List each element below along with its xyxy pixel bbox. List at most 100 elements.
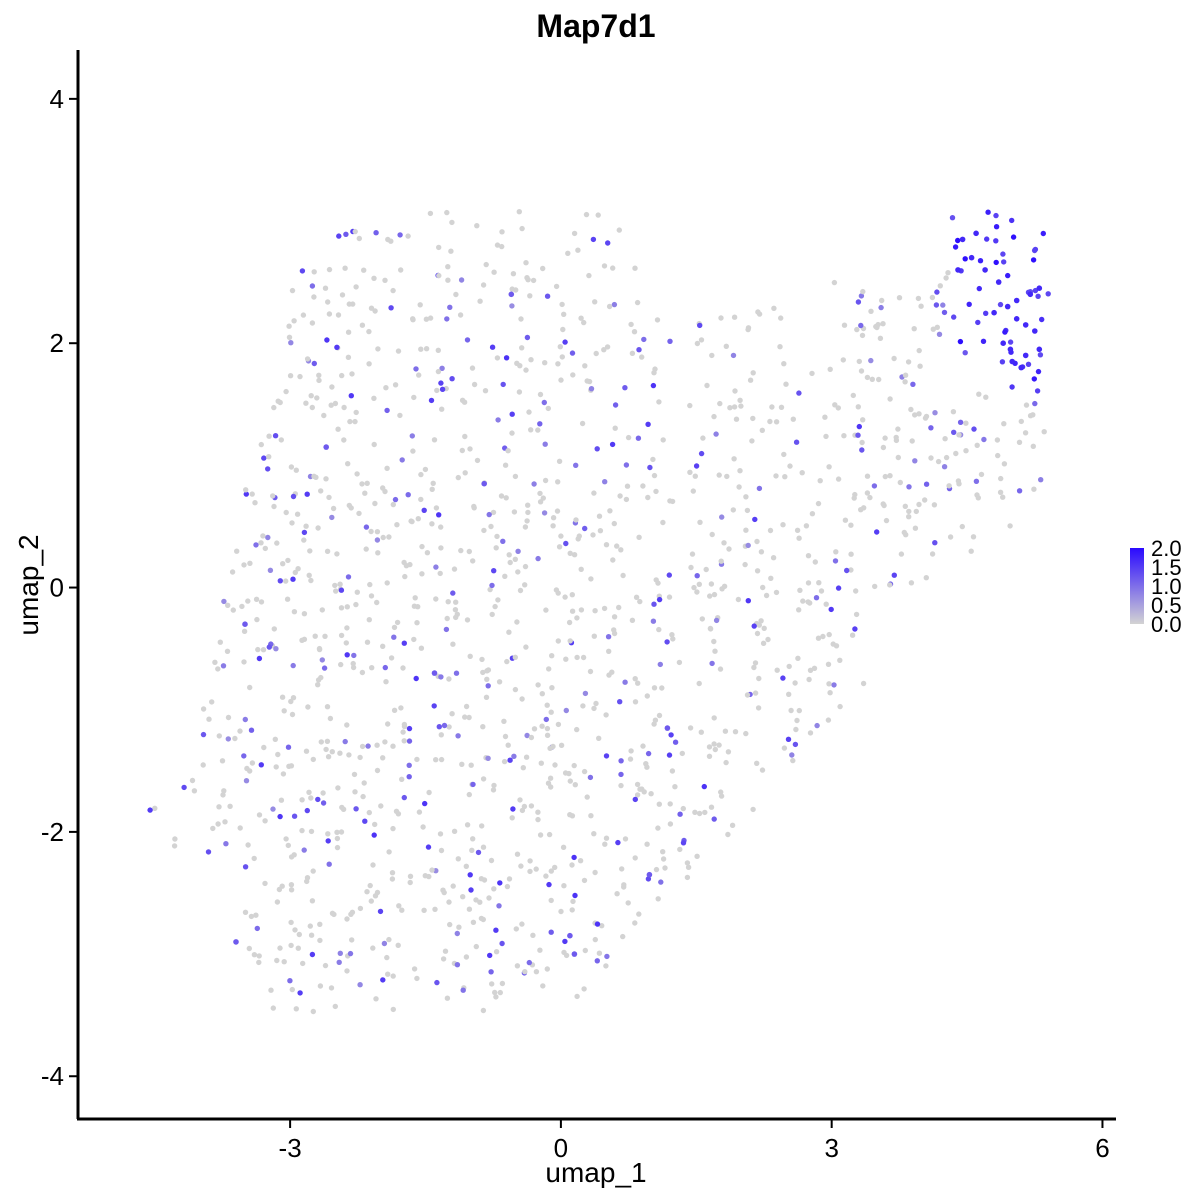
cell-point	[328, 402, 334, 408]
cell-point	[618, 758, 624, 764]
cell-point	[752, 516, 758, 523]
cell-point	[224, 648, 231, 654]
cell-point-high	[233, 939, 239, 945]
cell-point	[514, 619, 520, 625]
cell-point	[858, 293, 865, 299]
cell-point	[592, 608, 598, 614]
cell-point	[468, 762, 474, 768]
cell-point	[755, 309, 761, 315]
cell-point	[274, 957, 280, 964]
cell-point	[438, 545, 444, 551]
cell-point	[262, 880, 268, 887]
cell-point	[527, 293, 533, 299]
cell-point	[371, 275, 377, 281]
cell-point	[383, 385, 389, 391]
cell-point	[694, 853, 700, 859]
cell-point	[966, 301, 972, 307]
cell-point-high	[1022, 322, 1029, 328]
cell-point	[315, 796, 321, 803]
cell-point	[519, 696, 525, 702]
cell-point	[799, 470, 805, 476]
cell-point	[692, 473, 698, 479]
cell-point	[411, 603, 418, 609]
cell-point	[774, 667, 780, 673]
cell-point	[759, 767, 766, 773]
cell-point	[296, 931, 302, 938]
cell-point-high	[508, 291, 515, 298]
cell-point	[571, 230, 578, 237]
cell-point	[381, 940, 388, 947]
cell-point	[548, 709, 554, 715]
cell-point	[338, 605, 345, 611]
cell-point	[578, 315, 584, 321]
cell-point	[528, 427, 534, 433]
cell-point	[319, 657, 325, 663]
cell-point	[291, 609, 298, 615]
cell-point	[841, 433, 847, 439]
cell-point	[456, 924, 462, 930]
cell-point	[533, 969, 540, 975]
cell-point	[474, 223, 480, 229]
cell-point-high	[1027, 291, 1034, 298]
cell-point	[751, 623, 757, 629]
cell-point	[230, 607, 236, 613]
cell-point	[510, 806, 516, 812]
cell-point	[491, 886, 497, 892]
cell-point	[580, 654, 587, 661]
cell-point	[571, 854, 577, 861]
cell-point	[332, 1003, 338, 1010]
cell-point	[292, 927, 298, 933]
cell-point	[561, 311, 567, 317]
cell-point	[567, 812, 573, 818]
cell-point	[402, 573, 408, 580]
cell-point	[754, 630, 761, 637]
cell-point	[318, 739, 324, 745]
cell-point	[685, 864, 692, 870]
cell-point	[618, 771, 624, 778]
cell-point	[380, 977, 386, 983]
cell-point	[1016, 488, 1023, 494]
cell-point	[786, 691, 792, 697]
cell-point	[436, 272, 442, 279]
cell-point	[976, 285, 982, 292]
cell-point	[325, 754, 332, 760]
cell-point	[555, 638, 561, 644]
cell-point	[690, 488, 696, 494]
cell-point	[563, 952, 570, 959]
cell-point	[867, 494, 873, 501]
cell-point	[542, 360, 548, 366]
cell-point	[908, 406, 914, 413]
cell-point	[619, 866, 625, 872]
cell-point	[864, 374, 871, 381]
cell-point	[783, 381, 789, 387]
cell-point	[396, 903, 402, 909]
cell-point	[515, 548, 521, 554]
cell-point	[334, 829, 340, 835]
cell-point	[952, 244, 959, 250]
cell-point	[481, 527, 487, 534]
cell-point	[617, 699, 623, 705]
cell-point	[416, 809, 423, 815]
cell-point	[906, 514, 912, 520]
cell-point	[324, 337, 330, 343]
cell-point	[535, 682, 541, 688]
cell-point	[442, 948, 449, 954]
cell-point	[731, 456, 737, 462]
cell-point	[191, 788, 198, 794]
cell-point	[523, 367, 529, 373]
cell-point	[320, 790, 326, 796]
cell-point	[502, 733, 509, 740]
cell-point	[258, 441, 264, 448]
cell-point	[506, 552, 512, 558]
cell-point	[522, 524, 529, 530]
cell-point	[562, 594, 568, 600]
cell-point	[325, 838, 331, 844]
cell-point	[352, 789, 358, 795]
cell-point	[858, 507, 864, 513]
cell-point	[625, 900, 631, 906]
cell-point	[470, 781, 476, 788]
cell-point	[501, 758, 508, 765]
cell-point	[537, 421, 543, 427]
cell-point	[567, 778, 573, 784]
cell-point	[537, 832, 544, 838]
